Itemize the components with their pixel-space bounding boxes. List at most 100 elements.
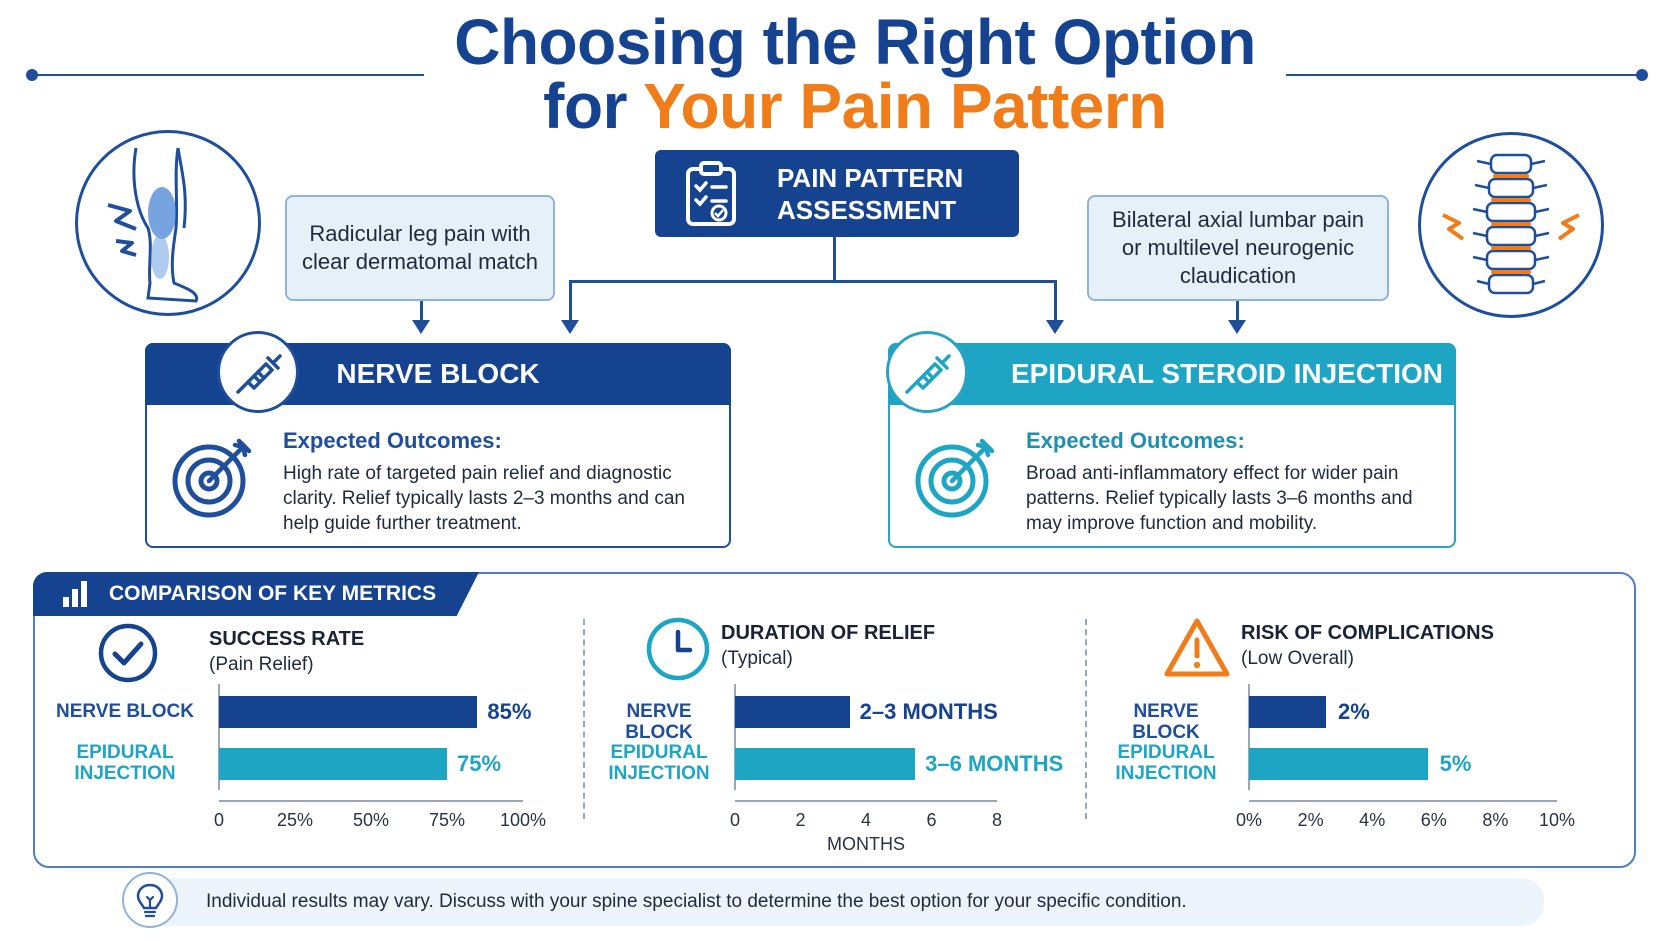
chart-bar-nerve-block <box>1249 696 1326 728</box>
title-rule-left <box>32 74 424 76</box>
lightbulb-icon <box>122 872 178 928</box>
leg-pain-icon <box>75 130 261 316</box>
connector-right-drop <box>1054 280 1057 322</box>
chart-tick-label: 0% <box>1235 810 1263 830</box>
nerve-block-description: High rate of targeted pain relief and di… <box>283 463 685 534</box>
connector-condition-right <box>1236 301 1239 323</box>
chart-x-axis <box>1249 800 1557 802</box>
chart-category-label: EPIDURAL INJECTION <box>1115 742 1217 784</box>
connector-horizontal <box>569 280 1056 283</box>
arrow-condition-right <box>1228 320 1246 334</box>
chart-tick-label: 0 <box>213 810 225 830</box>
condition-text-radicular: Radicular leg pain with clear dermatomal… <box>302 221 538 274</box>
metrics-banner-title: COMPARISON OF KEY METRICS <box>109 582 437 605</box>
chart-category-label: EPIDURAL INJECTION <box>74 742 176 784</box>
nerve-block-title: NERVE BLOCK <box>336 358 540 389</box>
page-title-line1: Choosing the Right Option <box>454 6 1256 78</box>
target-icon <box>915 438 995 518</box>
epidural-title: EPIDURAL STEROID INJECTION <box>1011 358 1443 389</box>
chart-category-label: NERVE BLOCK <box>1132 701 1200 743</box>
syringe-icon <box>217 331 299 413</box>
metrics-panel: COMPARISON OF KEY METRICS SUCCESS RATE (… <box>33 572 1636 868</box>
checkmark-circle-icon <box>98 623 158 683</box>
epidural-outcomes-label: Expected Outcomes: <box>1026 428 1245 453</box>
arrow-condition-left <box>412 320 430 334</box>
page-title-accent: Your Pain Pattern <box>643 70 1167 142</box>
chart-bar-epidural <box>1249 748 1428 780</box>
chart-tick-label: 50% <box>352 810 390 830</box>
chart-value-label: 85% <box>487 699 532 724</box>
chart-tick-label: 8% <box>1482 810 1509 830</box>
chart-title: RISK OF COMPLICATIONS <box>1241 622 1494 644</box>
success-rate-chart: SUCCESS RATE (Pain Relief) NERVE BLOCK 85… <box>55 614 575 864</box>
chart-tick-label: 25% <box>276 810 314 830</box>
arrow-to-nerve-block <box>561 320 579 334</box>
chart-y-axis <box>1248 684 1250 790</box>
chart-bar-nerve-block <box>219 696 478 728</box>
warning-icon <box>1164 618 1230 677</box>
connector-vertical-main <box>833 237 836 282</box>
clipboard-check-icon <box>686 160 736 226</box>
chart-bar-epidural <box>219 748 447 780</box>
chart-tick-label: 2% <box>1297 810 1324 830</box>
chart-tick-label: 100% <box>499 810 547 830</box>
arrow-to-epidural <box>1046 320 1064 334</box>
chart-category-label: NERVE BLOCK <box>625 701 693 743</box>
footer-note-text: Individual results may vary. Discuss wit… <box>206 891 1187 912</box>
epidural-description: Broad anti-inflammatory effect for wider… <box>1026 463 1413 534</box>
duration-of-relief-chart: DURATION OF RELIEF (Typical) NERVE BLOCK… <box>597 614 1087 864</box>
chart-title: DURATION OF RELIEF <box>721 622 936 644</box>
title-rule-right <box>1286 74 1642 76</box>
title-rule-dot-left <box>26 69 38 81</box>
nerve-block-outcomes-label: Expected Outcomes: <box>283 428 502 453</box>
title-rule-dot-right <box>1636 69 1648 81</box>
chart-title: SUCCESS RATE <box>209 628 365 650</box>
clock-icon <box>646 617 710 681</box>
chart-tick-label: 8 <box>991 810 1003 830</box>
chart-x-axis <box>735 800 997 802</box>
spine-icon <box>1418 132 1604 318</box>
chart-tick-label: 4 <box>860 810 872 830</box>
connector-left-drop <box>569 280 572 322</box>
chart-value-label: 2% <box>1338 699 1370 724</box>
condition-box-radicular: Radicular leg pain with clear dermatomal… <box>285 195 555 301</box>
chart-category-label: NERVE BLOCK <box>56 701 194 722</box>
condition-box-bilateral: Bilateral axial lumbar pain or multileve… <box>1087 195 1389 301</box>
footer-note: Individual results may vary. Discuss wit… <box>122 872 1544 928</box>
chart-value-label: 75% <box>457 751 502 776</box>
chart-category-label: EPIDURAL INJECTION <box>608 742 710 784</box>
chart-tick-label: 4% <box>1359 810 1386 830</box>
chart-y-axis <box>734 684 736 790</box>
assessment-title-line2: ASSESSMENT <box>777 194 957 225</box>
chart-x-axis-label: MONTHS <box>827 834 905 854</box>
metrics-divider-2 <box>1085 619 1087 819</box>
chart-value-label: 2–3 MONTHS <box>859 699 998 724</box>
chart-subtitle: (Typical) <box>721 648 793 669</box>
page-title-line2: for Your Pain Pattern <box>430 74 1280 138</box>
bar-chart-icon <box>63 581 87 607</box>
chart-y-axis <box>218 684 220 790</box>
chart-value-label: 3–6 MONTHS <box>925 751 1064 776</box>
chart-subtitle: (Low Overall) <box>1241 648 1354 669</box>
connector-condition-left <box>420 301 423 323</box>
chart-subtitle: (Pain Relief) <box>209 654 314 675</box>
assessment-title-line1: PAIN PATTERN <box>777 162 964 193</box>
metrics-divider-1 <box>583 619 585 819</box>
chart-tick-label: 2 <box>795 810 806 830</box>
chart-bar-epidural <box>735 748 916 780</box>
condition-text-bilateral: Bilateral axial lumbar pain or multileve… <box>1112 207 1364 288</box>
page-title-prefix: for <box>543 70 644 142</box>
chart-bar-nerve-block <box>735 696 850 728</box>
metrics-banner: COMPARISON OF KEY METRICS <box>33 572 479 616</box>
chart-tick-label: 75% <box>428 810 466 830</box>
nerve-block-card: NERVE BLOCK Expected Outcomes: High rate… <box>145 331 731 548</box>
chart-tick-label: 6% <box>1420 810 1447 830</box>
risk-of-complications-chart: RISK OF COMPLICATIONS (Low Overall) NERV… <box>1101 614 1631 864</box>
chart-tick-label: 0 <box>729 810 741 830</box>
chart-tick-label: 10% <box>1538 810 1576 830</box>
target-icon <box>172 438 252 518</box>
epidural-card: EPIDURAL STEROID INJECTION Expected Outc… <box>886 331 1456 548</box>
pain-pattern-assessment-header: PAIN PATTERN ASSESSMENT <box>655 150 1019 237</box>
epidural-header: EPIDURAL STEROID INJECTION <box>888 343 1456 405</box>
syringe-icon <box>886 331 968 413</box>
